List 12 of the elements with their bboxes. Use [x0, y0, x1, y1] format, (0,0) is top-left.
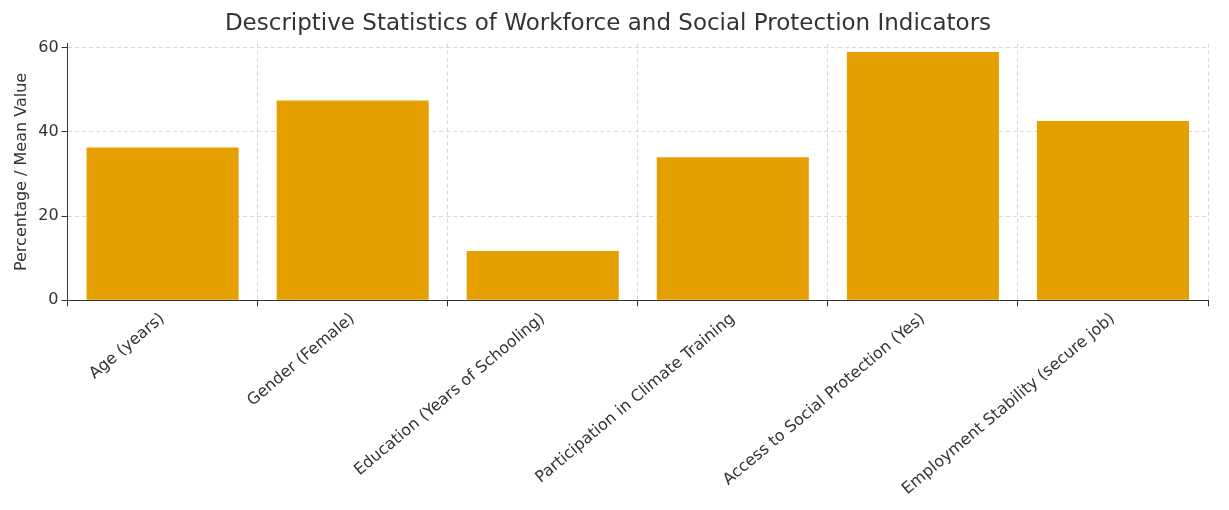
chart-title: Descriptive Statistics of Workforce and Social Protection Indicators: [224, 8, 992, 35]
y-tick-label: 0: [48, 289, 59, 309]
bar: [86, 147, 239, 300]
bar: [276, 100, 429, 300]
y-tick-label: 40: [38, 121, 59, 141]
bar: [466, 251, 619, 300]
bar: [1036, 121, 1189, 300]
y-tick-label: 20: [38, 205, 59, 225]
bar: [656, 157, 809, 300]
y-tick-label: 60: [38, 36, 59, 56]
y-axis-title: Percentage / Mean Value: [10, 72, 30, 272]
bar: [846, 52, 999, 300]
